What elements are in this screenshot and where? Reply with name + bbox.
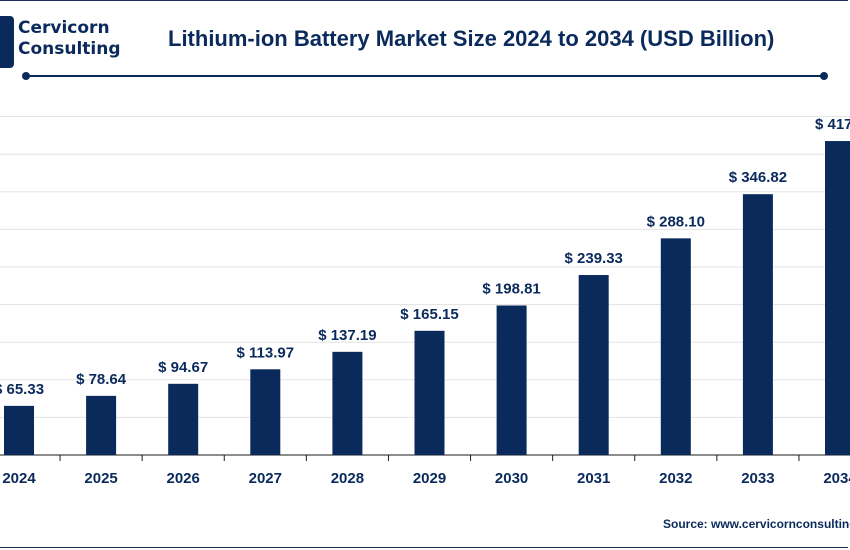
x-tick-label-2026: 2026 <box>167 470 200 487</box>
bar-2034 <box>825 141 850 456</box>
bar-2024 <box>4 405 34 455</box>
data-label-2031: $ 239.33 <box>565 250 623 267</box>
brand-name: Cervicorn Consulting <box>18 18 121 59</box>
data-label-2026: $ 94.67 <box>158 359 208 376</box>
x-tick-label-2033: 2033 <box>741 470 774 487</box>
data-label-2025: $ 78.64 <box>76 371 127 388</box>
x-tick-label-2031: 2031 <box>577 470 610 487</box>
x-tick-label-2027: 2027 <box>249 470 282 487</box>
bar-2029 <box>414 330 445 455</box>
x-tick-label-2024: 2024 <box>2 470 36 487</box>
bar-2027 <box>250 369 281 455</box>
x-tick-label-2025: 2025 <box>84 470 117 487</box>
x-tick-label-2034: 2034 <box>823 470 850 487</box>
logo-mark-icon <box>0 16 14 68</box>
data-label-2030: $ 198.81 <box>482 280 540 297</box>
bar-2026 <box>168 383 199 455</box>
brand-logo: Cervicorn Consulting <box>0 14 132 74</box>
bar-2025 <box>86 395 117 455</box>
x-tick-label-2032: 2032 <box>659 470 692 487</box>
data-label-2033: $ 346.82 <box>729 169 787 186</box>
data-label-2034: $ 417.5 <box>815 116 850 133</box>
x-tick-label-2029: 2029 <box>413 470 446 487</box>
data-label-2029: $ 165.15 <box>400 306 458 323</box>
data-label-2028: $ 137.19 <box>318 327 376 344</box>
title-divider <box>26 75 824 77</box>
source-note: Source: www.cervicornconsulting.com <box>663 517 850 531</box>
chart-title: Lithium-ion Battery Market Size 2024 to … <box>168 26 775 51</box>
bar-2031 <box>578 275 609 455</box>
data-label-2032: $ 288.10 <box>647 213 705 230</box>
x-tick-label-2028: 2028 <box>331 470 364 487</box>
divider-right-dot <box>820 72 828 80</box>
x-tick-label-2030: 2030 <box>495 470 528 487</box>
divider-left-dot <box>22 72 30 80</box>
data-label-2024: $ 65.33 <box>0 381 44 398</box>
data-label-2027: $ 113.97 <box>237 344 295 361</box>
bar-2033 <box>742 194 773 456</box>
bar-2030 <box>496 305 527 455</box>
bar-2032 <box>660 238 691 455</box>
bar-2028 <box>332 351 363 455</box>
